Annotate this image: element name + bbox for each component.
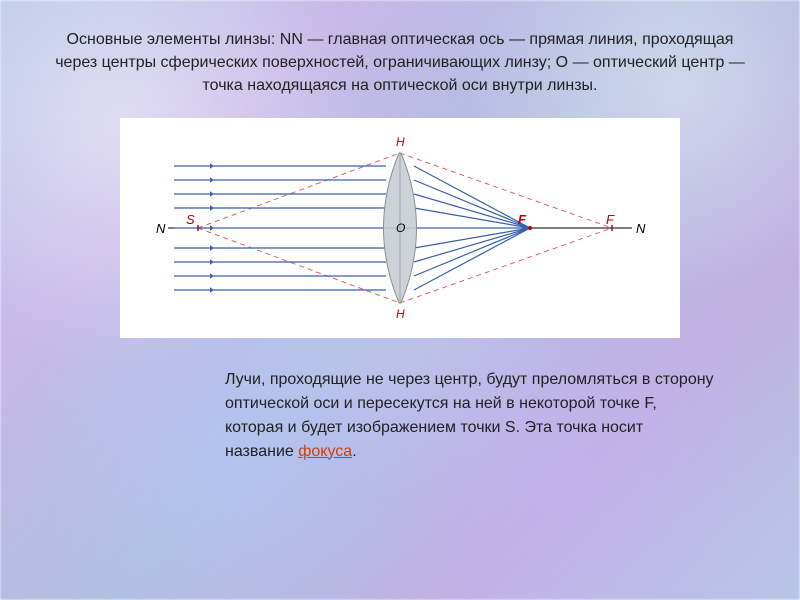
top-paragraph: Основные элементы линзы: NN — главная оп… [45, 28, 755, 98]
svg-text:O: O [396, 221, 405, 235]
svg-text:N: N [636, 221, 646, 236]
svg-text:S: S [186, 212, 195, 227]
lens-diagram: N N S F F O H H [120, 118, 680, 338]
bottom-paragraph: Лучи, проходящие не через центр, будут п… [225, 368, 715, 464]
svg-text:H: H [396, 307, 405, 321]
svg-text:H: H [396, 135, 405, 149]
svg-text:F: F [606, 212, 615, 227]
slide-content: Основные элементы линзы: NN — главная оп… [0, 0, 800, 484]
svg-text:N: N [156, 221, 166, 236]
bottom-suffix: . [352, 443, 356, 460]
focus-word: фокуса [298, 443, 352, 460]
svg-text:F: F [518, 212, 527, 227]
lens-svg: N N S F F O H H [120, 118, 680, 338]
